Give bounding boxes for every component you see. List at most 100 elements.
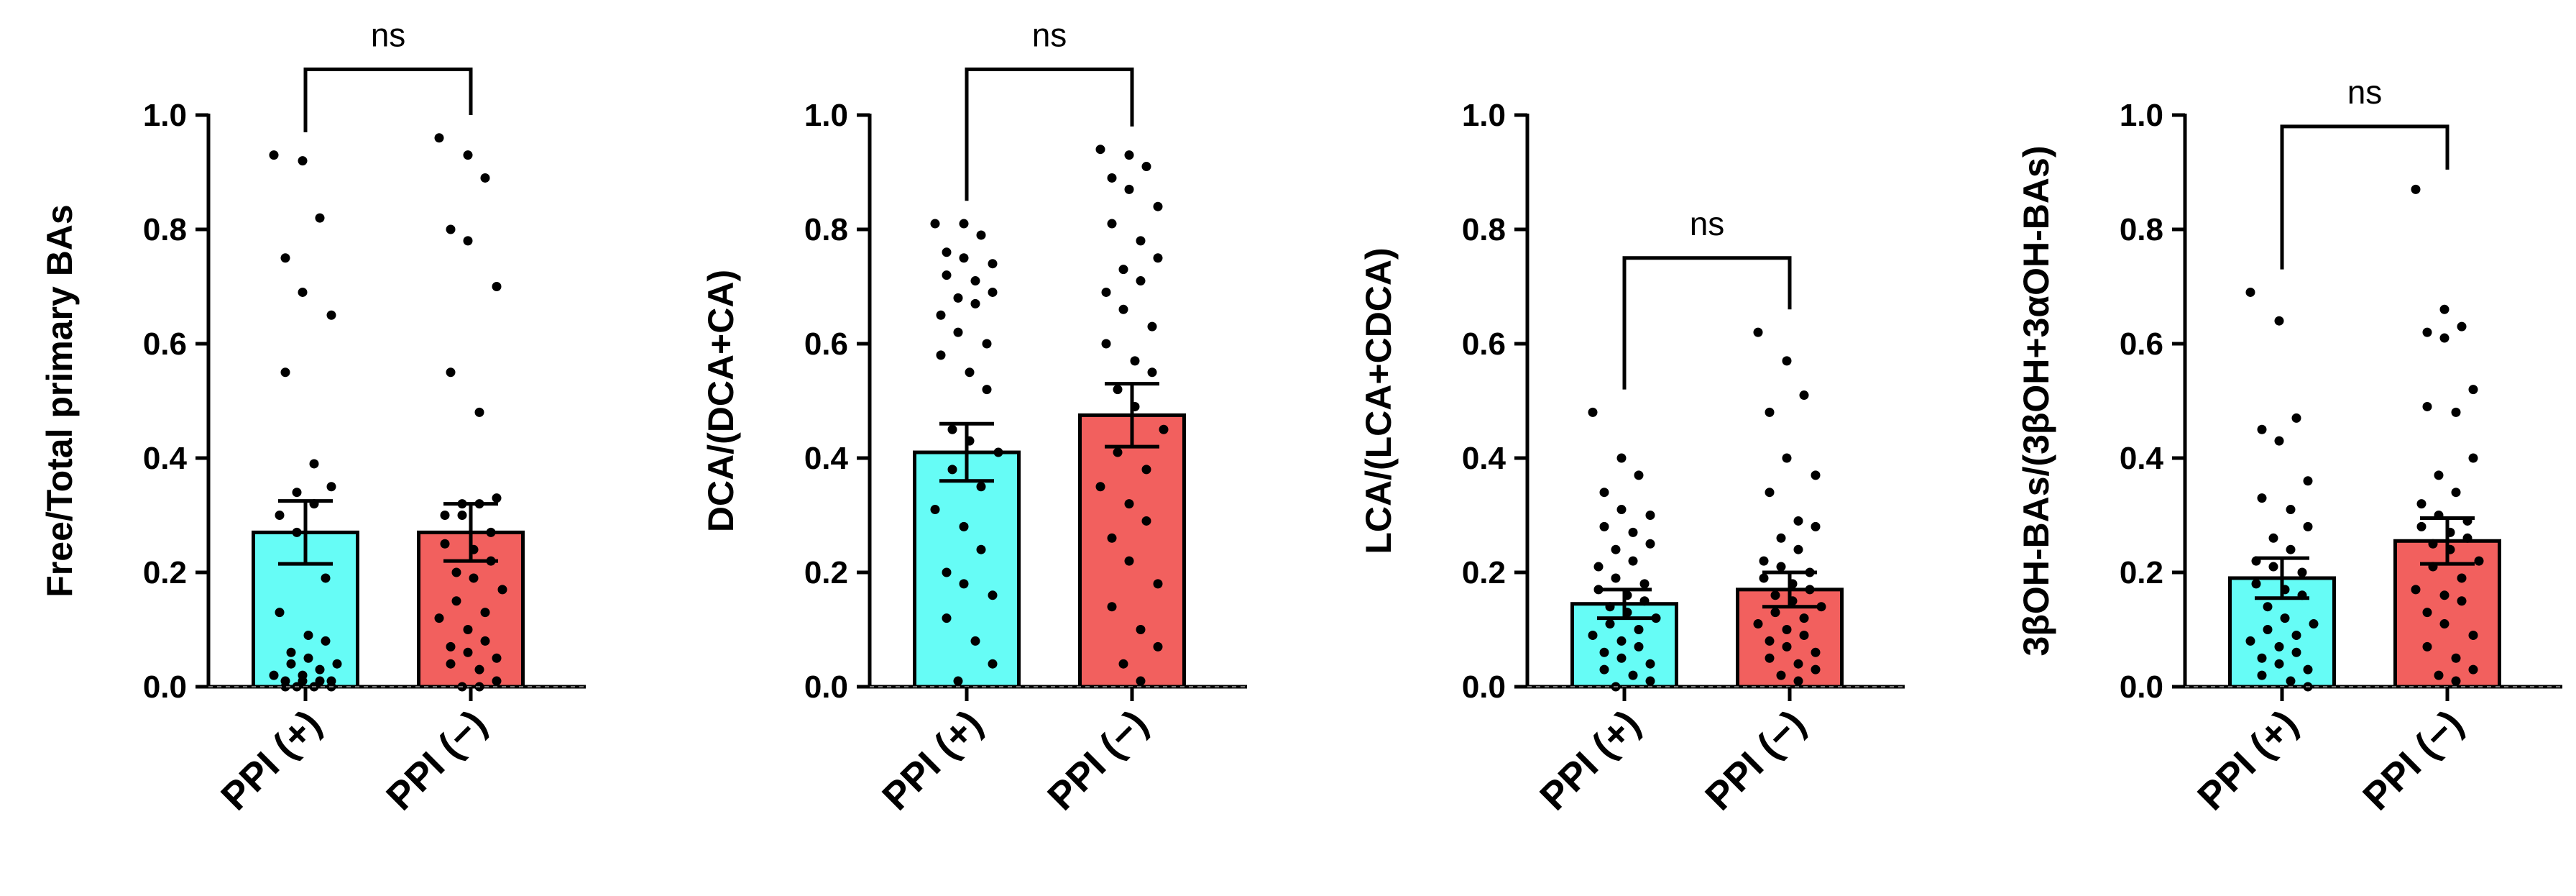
y-tick-label: 1.0 xyxy=(1462,98,1506,133)
data-point xyxy=(1605,602,1615,612)
data-point xyxy=(2263,625,2273,634)
data-point xyxy=(1159,424,1169,434)
data-point xyxy=(326,482,336,492)
y-tick-label: 0.8 xyxy=(1462,212,1506,247)
data-point xyxy=(2451,653,2461,663)
data-point xyxy=(976,230,986,240)
data-point xyxy=(1759,556,1769,566)
data-point xyxy=(1153,201,1163,211)
data-point xyxy=(930,219,940,229)
x-category-label: PPI (−) xyxy=(378,702,494,818)
data-point xyxy=(1616,505,1627,515)
data-point xyxy=(1765,636,1775,646)
data-point xyxy=(298,676,308,686)
data-point xyxy=(1107,219,1117,229)
data-point xyxy=(1793,544,1803,554)
y-tick-label: 0.0 xyxy=(2120,669,2163,705)
data-point xyxy=(1118,265,1128,275)
data-point xyxy=(492,653,502,663)
y-tick-label: 0.8 xyxy=(143,212,187,247)
data-point xyxy=(1599,664,1609,675)
data-point xyxy=(451,567,461,577)
data-point xyxy=(321,636,331,646)
data-point xyxy=(930,505,940,515)
y-tick-label: 1.0 xyxy=(804,98,848,133)
data-point xyxy=(1113,385,1123,395)
data-point xyxy=(2416,521,2426,531)
data-point xyxy=(326,310,336,320)
data-point xyxy=(2434,470,2444,480)
data-point xyxy=(2439,590,2450,600)
data-point xyxy=(286,659,296,669)
data-point xyxy=(1611,573,1621,583)
data-point xyxy=(1753,327,1763,337)
data-point xyxy=(315,213,325,223)
data-point xyxy=(480,636,490,646)
y-tick-label: 0.4 xyxy=(804,441,849,476)
data-point xyxy=(1141,162,1151,172)
data-point xyxy=(988,659,998,669)
data-point xyxy=(269,150,279,160)
data-point xyxy=(2268,562,2278,572)
data-point xyxy=(463,625,473,634)
data-point xyxy=(1811,664,1821,675)
data-point xyxy=(2257,424,2267,434)
x-category-label: PPI (+) xyxy=(1532,702,1648,818)
data-point xyxy=(1628,670,1638,680)
data-point xyxy=(2286,544,2296,554)
data-point xyxy=(942,247,952,257)
y-tick-label: 0.6 xyxy=(1462,326,1506,362)
data-point xyxy=(275,608,285,618)
y-tick-label: 0.2 xyxy=(1462,555,1506,590)
data-point xyxy=(970,636,980,646)
data-point xyxy=(440,539,450,549)
data-point xyxy=(1147,321,1157,332)
data-point xyxy=(936,350,946,360)
data-point xyxy=(1605,619,1615,629)
y-tick-label: 0.6 xyxy=(804,326,848,362)
data-point xyxy=(982,385,992,395)
data-point xyxy=(2468,385,2478,395)
data-point xyxy=(2439,304,2450,314)
data-point xyxy=(269,670,279,680)
data-point xyxy=(280,253,290,263)
data-point xyxy=(1616,653,1627,663)
data-point xyxy=(1130,356,1140,366)
data-point xyxy=(1136,625,1146,634)
data-point xyxy=(1118,659,1128,669)
data-point xyxy=(1153,253,1163,263)
data-point xyxy=(286,647,296,657)
data-point xyxy=(280,367,290,378)
x-category-label: PPI (−) xyxy=(1697,702,1813,818)
y-tick-label: 0.6 xyxy=(143,326,187,362)
data-point xyxy=(440,511,450,520)
data-point xyxy=(1124,184,1134,194)
data-point xyxy=(1782,625,1792,634)
significance-label: ns xyxy=(371,16,406,53)
data-point xyxy=(1782,356,1792,366)
data-point xyxy=(1765,653,1775,663)
data-point xyxy=(1136,236,1146,246)
data-point xyxy=(275,511,285,520)
data-point xyxy=(434,133,444,143)
data-point xyxy=(1753,619,1763,629)
y-tick-label: 0.0 xyxy=(804,669,848,705)
data-point xyxy=(315,676,325,686)
y-tick-label: 1.0 xyxy=(2120,98,2163,133)
data-point xyxy=(936,310,946,320)
data-point xyxy=(1107,533,1117,543)
data-point xyxy=(2457,573,2467,583)
data-point xyxy=(2468,664,2478,675)
data-point xyxy=(2291,647,2301,657)
data-point xyxy=(457,511,467,520)
data-point xyxy=(2251,579,2261,589)
bar-ppi-plus xyxy=(913,450,1021,689)
x-category-label: PPI (−) xyxy=(2355,702,2471,818)
data-point xyxy=(492,676,502,686)
significance-bracket xyxy=(2280,124,2450,270)
data-point xyxy=(1765,488,1775,498)
data-point xyxy=(1101,339,1111,349)
y-axis-label: 3βOH-BAs/(3βOH+3αOH-BAs) xyxy=(2016,146,2056,657)
data-point xyxy=(2451,488,2461,498)
